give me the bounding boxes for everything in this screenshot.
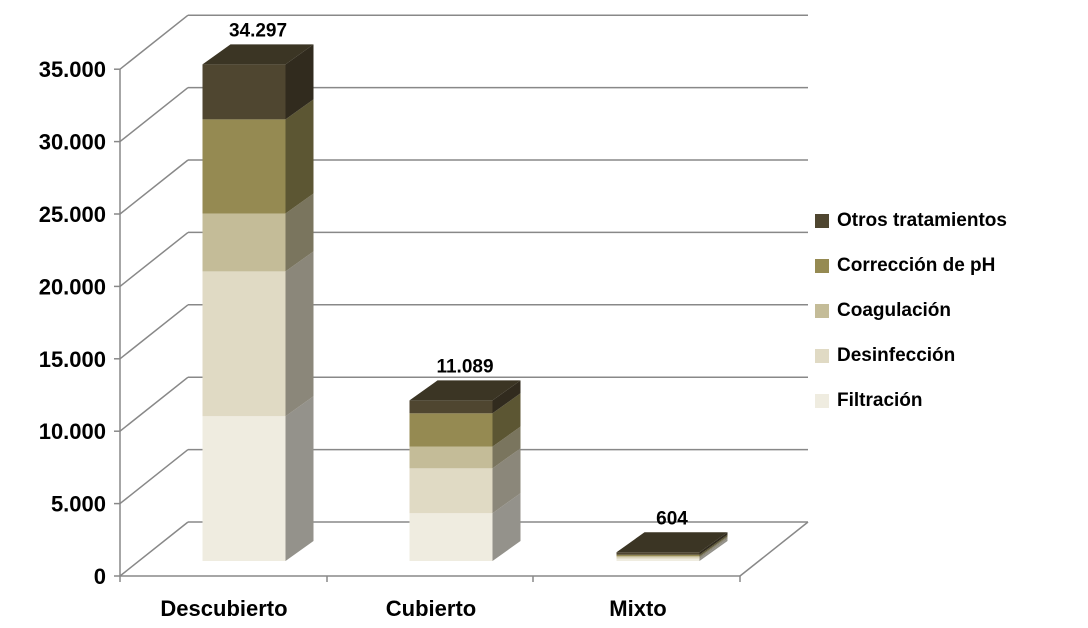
total-label: 34.297	[229, 20, 287, 41]
bar-segment	[202, 119, 286, 214]
labels: 0 5.000 10.000 15.000 20.000 25.000 30.000 35.0…	[39, 20, 689, 621]
total-label: 11.089	[436, 356, 493, 377]
y-tick-label: 20.000	[39, 274, 106, 299]
bar-segment-side	[285, 396, 314, 561]
legend-item: Corrección de pH	[815, 255, 1007, 277]
gridline-side	[119, 521, 189, 577]
bar-segment-side	[699, 534, 728, 557]
bar-top	[616, 532, 728, 553]
bar-segment	[202, 271, 286, 417]
bar-segment	[616, 552, 700, 555]
x-category-label: Mixto	[609, 596, 666, 621]
y-tick-label: 0	[94, 564, 106, 589]
legend-label: Filtración	[837, 390, 923, 411]
bar-segment-side	[699, 532, 728, 555]
bar-segment-side	[699, 536, 728, 558]
gridline-side	[119, 159, 189, 215]
bar-segment	[409, 446, 493, 469]
y-tick-label: 15.000	[39, 347, 106, 372]
y-tick-label: 10.000	[39, 419, 106, 444]
bar-segment-side	[699, 538, 728, 561]
legend-swatch	[815, 304, 829, 318]
bar-segment-side	[285, 251, 314, 417]
gridline-side	[119, 449, 189, 505]
legend-item: Otros tratamientos	[815, 210, 1007, 232]
bar-segment	[616, 556, 700, 558]
legend-item: Coagulación	[815, 300, 1007, 322]
bar-segment	[202, 213, 286, 272]
bar-top	[202, 44, 314, 65]
bar-segment-side	[285, 44, 314, 120]
legend-label: Coagulación	[837, 300, 952, 321]
bar-segment	[202, 64, 286, 120]
gridline-side	[119, 304, 189, 360]
legend-item: Desinfección	[815, 345, 1007, 367]
bar-segment	[616, 558, 700, 561]
gridline-side	[119, 376, 189, 432]
total-label: 604	[656, 508, 688, 529]
gridline-side	[119, 231, 189, 287]
legend: Otros tratamientos Corrección de pH Coagul…	[815, 210, 1007, 435]
y-tick-label: 30.000	[39, 130, 106, 155]
y-tick-label: 5.000	[51, 492, 106, 517]
bar-segment-side	[492, 426, 521, 469]
bar-segment	[616, 554, 700, 557]
bars	[202, 44, 728, 561]
axes	[114, 68, 809, 582]
gridline-side	[119, 14, 189, 70]
bar-segment-side	[699, 537, 728, 559]
bar-segment	[202, 416, 286, 561]
legend-swatch	[815, 394, 829, 408]
x-category-label: Cubierto	[386, 596, 476, 621]
bar-segment-side	[492, 393, 521, 447]
floor-edge	[739, 521, 809, 577]
y-tick-label: 25.000	[39, 202, 106, 227]
bar-segment-side	[285, 193, 314, 272]
legend-label: Desinfección	[837, 345, 956, 366]
bar-segment-side	[285, 99, 314, 214]
bar-segment	[616, 557, 700, 559]
x-category-label: Descubierto	[160, 596, 287, 621]
bar-segment	[409, 468, 493, 514]
bar-segment-side	[492, 448, 521, 514]
legend-swatch	[815, 214, 829, 228]
bar-segment-side	[492, 380, 521, 414]
bar-top	[409, 380, 521, 401]
legend-item: Filtración	[815, 390, 1007, 412]
bar-segment	[409, 413, 493, 447]
y-tick-label: 35.000	[39, 57, 106, 82]
gridline-side	[119, 87, 189, 143]
legend-label: Corrección de pH	[837, 255, 996, 276]
legend-swatch	[815, 349, 829, 363]
bar-segment	[409, 513, 493, 561]
legend-label: Otros tratamientos	[837, 210, 1007, 231]
bar-segment-side	[492, 493, 521, 561]
legend-swatch	[815, 259, 829, 273]
bar-segment	[409, 400, 493, 414]
